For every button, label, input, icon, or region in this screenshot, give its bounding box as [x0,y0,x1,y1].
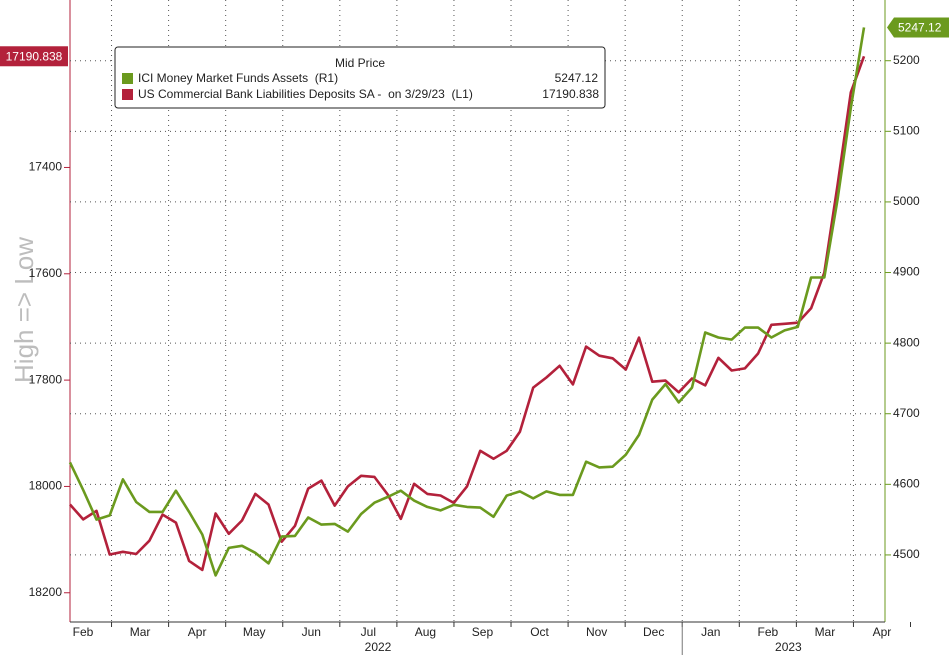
x-tick-label: Nov [586,625,607,639]
y2-tick-label: 4500 [893,547,920,561]
y-tick-label: 17800 [29,372,63,386]
series-line [69,55,866,572]
last-value-tag [0,46,68,67]
y-tick-label: 18000 [29,479,63,493]
x-tick-label: Jan [701,625,720,639]
x-tick-label: Mar [130,625,151,639]
y2-tick-label: 4600 [893,476,920,490]
x-tick-label: Apr [188,625,207,639]
x-tick-label: Apr [873,625,892,639]
legend-label: US Commercial Bank Liabilities Deposits … [138,87,473,101]
year-label: 2023 [775,640,802,654]
legend-swatch [122,73,133,84]
y2-tick-label: 4900 [893,265,920,279]
series-line [68,27,866,577]
y-tick-label: 17400 [29,160,63,174]
x-tick-label: Oct [530,625,549,639]
legend-value: 5247.12 [555,71,599,85]
x-tick-label: Feb [757,625,778,639]
y2-tick-label: 5000 [893,194,920,208]
x-tick-label: Dec [643,625,664,639]
y-tick-label: 18200 [29,585,63,599]
legend-label: ICI Money Market Funds Assets (R1) [138,71,338,85]
last-value-label: 5247.12 [898,21,942,35]
y2-tick-label: 4800 [893,335,920,349]
x-tick-label: May [243,625,266,639]
x-tick-label: Jun [302,625,321,639]
legend-title: Mid Price [335,56,385,70]
legend-swatch [122,89,133,100]
y-tick-label: 17600 [29,266,63,280]
x-tick-label: Aug [415,625,436,639]
legend-value: 17190.838 [542,87,599,101]
legend-box [114,46,606,109]
y2-tick-label: 4700 [893,406,920,420]
x-tick-label: Feb [73,625,94,639]
x-tick-label: Sep [472,625,494,639]
last-value-label: 17190.838 [6,49,63,63]
x-tick-label: Mar [815,625,836,639]
x-tick-label: Jul [361,625,376,639]
last-value-tag [887,17,949,38]
y2-tick-label: 5200 [893,53,920,67]
y2-tick-label: 5100 [893,123,920,137]
y-axis-note: High => Low [9,237,39,383]
year-label: 2022 [365,640,392,654]
